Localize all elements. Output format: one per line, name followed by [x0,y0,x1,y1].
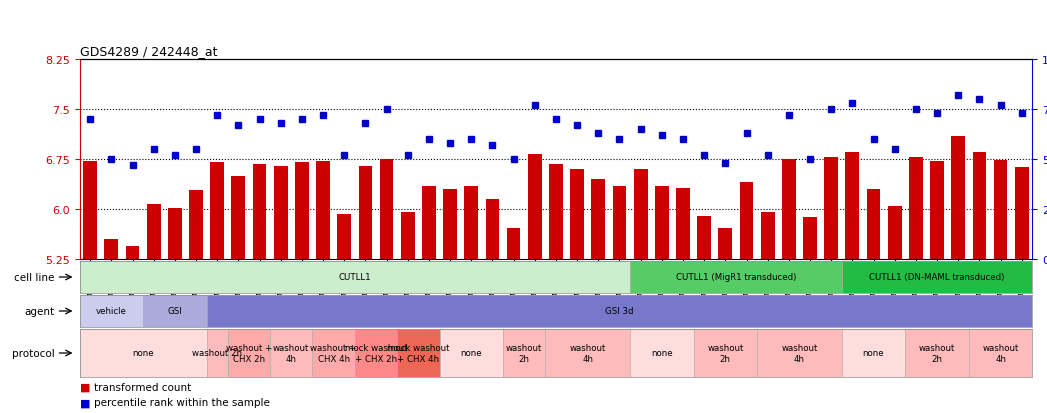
Bar [80,295,143,327]
Text: CUTLL1: CUTLL1 [338,273,371,282]
Text: vehicle: vehicle [96,307,127,316]
Bar [80,261,630,293]
Text: washout
4h: washout 4h [273,344,310,363]
Text: washout +
CHX 2h: washout + CHX 2h [226,344,272,363]
Bar [612,186,626,259]
Bar [994,161,1007,259]
Bar [761,213,775,259]
Bar [231,176,245,259]
Bar [358,166,373,259]
Bar [1015,168,1028,259]
Bar [930,161,944,259]
Bar [507,228,520,259]
Bar [676,188,690,259]
Text: CUTLL1 (DN-MAML transduced): CUTLL1 (DN-MAML transduced) [869,273,1005,282]
Bar [803,218,817,259]
Bar [655,186,669,259]
Bar [380,159,394,259]
Bar [909,158,922,259]
Text: none: none [863,349,885,358]
Text: none: none [651,349,672,358]
Bar [592,180,605,259]
Bar [105,240,118,259]
Text: washout
2h: washout 2h [707,344,743,363]
Bar [549,164,563,259]
Text: none: none [132,349,154,358]
Bar [906,329,968,377]
Bar [295,163,309,259]
Bar [443,190,456,259]
Bar [952,136,965,259]
Bar [210,163,224,259]
Bar [888,206,901,259]
Bar [973,153,986,259]
Bar [143,295,206,327]
Bar [757,329,842,377]
Bar [739,183,754,259]
Text: washout
4h: washout 4h [982,344,1019,363]
Bar [842,261,1032,293]
Text: percentile rank within the sample: percentile rank within the sample [94,397,270,407]
Text: protocol: protocol [12,348,54,358]
Bar [440,329,503,377]
Bar [401,213,415,259]
Bar [126,246,139,259]
Text: none: none [461,349,482,358]
Bar [316,161,330,259]
Bar [842,329,906,377]
Bar [355,329,397,377]
Bar [397,329,440,377]
Text: CUTLL1 (MigR1 transduced): CUTLL1 (MigR1 transduced) [675,273,796,282]
Bar [968,329,1032,377]
Bar [867,190,881,259]
Text: washout +
CHX 4h: washout + CHX 4h [311,344,357,363]
Text: washout
2h: washout 2h [919,344,955,363]
Bar [147,205,160,259]
Text: ■: ■ [80,382,90,392]
Bar [718,228,732,259]
Bar [633,170,647,259]
Bar [545,329,630,377]
Bar [190,191,203,259]
Text: washout 2h: washout 2h [193,349,242,358]
Bar [80,329,206,377]
Bar [252,164,266,259]
Bar [206,329,228,377]
Bar [465,186,478,259]
Text: mock washout
+ CHX 4h: mock washout + CHX 4h [387,344,449,363]
Bar [503,329,545,377]
Bar [824,158,838,259]
Bar [697,216,711,259]
Text: GSI: GSI [168,307,182,316]
Bar [270,329,312,377]
Bar [312,329,355,377]
Bar [782,159,796,259]
Bar [571,170,584,259]
Bar [168,208,182,259]
Bar [630,261,842,293]
Bar [630,329,693,377]
Bar [422,186,436,259]
Text: washout
4h: washout 4h [570,344,606,363]
Bar [228,329,270,377]
Bar [693,329,757,377]
Bar [274,166,288,259]
Bar [528,154,541,259]
Bar [84,161,97,259]
Text: GDS4289 / 242448_at: GDS4289 / 242448_at [80,45,217,58]
Text: mock washout
+ CHX 2h: mock washout + CHX 2h [344,344,407,363]
Text: ■: ■ [80,397,90,407]
Bar [206,295,1032,327]
Bar [846,153,860,259]
Text: cell line: cell line [14,272,54,282]
Text: agent: agent [24,306,54,316]
Text: GSI 3d: GSI 3d [605,307,633,316]
Text: washout
2h: washout 2h [506,344,542,363]
Text: washout
4h: washout 4h [781,344,818,363]
Bar [337,214,351,259]
Bar [486,199,499,259]
Text: transformed count: transformed count [94,382,192,392]
